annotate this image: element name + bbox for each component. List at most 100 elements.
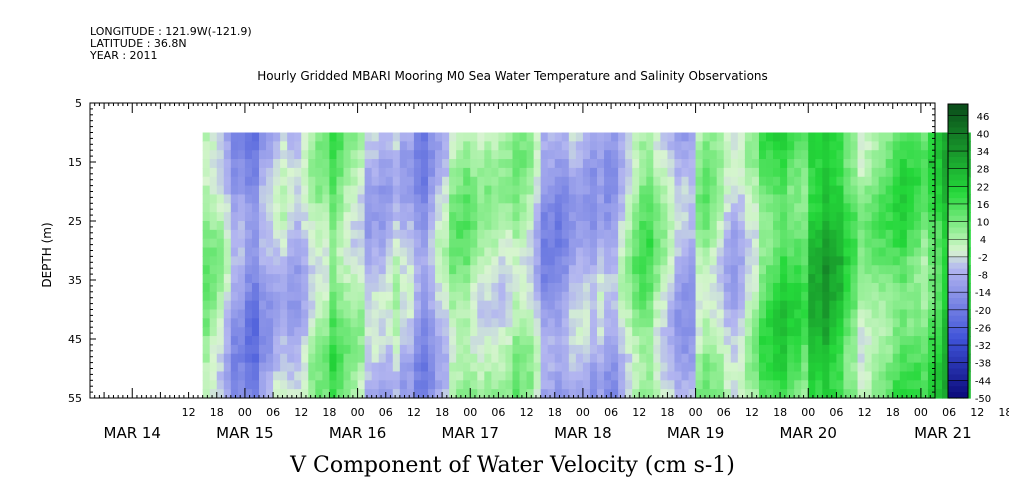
heatmap-cell <box>787 247 795 257</box>
heatmap-cell <box>491 282 500 293</box>
heatmap-cell <box>540 309 549 319</box>
heatmap-cell <box>653 212 661 222</box>
heatmap-cell <box>533 327 542 337</box>
heatmap-cell <box>329 221 338 231</box>
heatmap-cell <box>639 221 647 231</box>
heatmap-cell <box>385 362 394 373</box>
heatmap-cell <box>632 318 640 328</box>
heatmap-cell <box>484 247 492 257</box>
heatmap-cell <box>618 274 626 284</box>
heatmap-cell <box>554 291 563 302</box>
heatmap-cell <box>935 282 943 293</box>
heatmap-cell <box>899 282 908 293</box>
heatmap-cell <box>399 238 408 249</box>
heatmap-cell <box>885 362 894 373</box>
heatmap-cell <box>744 282 753 293</box>
heatmap-cell <box>878 203 887 213</box>
heatmap-cell <box>674 203 683 213</box>
heatmap-cell <box>209 389 218 399</box>
heatmap-cell <box>350 371 359 381</box>
heatmap-cell <box>646 282 654 293</box>
heatmap-cell <box>829 247 838 257</box>
heatmap-cell <box>787 238 795 249</box>
heatmap-cell <box>618 132 626 142</box>
heatmap-cell <box>794 291 802 302</box>
heatmap-cell <box>420 238 429 249</box>
heatmap-cell <box>420 167 429 178</box>
heatmap-cell <box>597 203 605 213</box>
heatmap-cell <box>815 282 823 293</box>
heatmap-cell <box>568 265 577 275</box>
heatmap-cell <box>709 309 718 319</box>
heatmap-cell <box>280 229 288 240</box>
heatmap-cell <box>857 389 866 399</box>
heatmap-cell <box>667 150 676 160</box>
heatmap-cell <box>463 256 471 266</box>
heatmap-cell <box>223 167 232 178</box>
heatmap-cell <box>512 336 521 346</box>
heatmap-cell <box>315 150 323 160</box>
heatmap-cell <box>519 318 528 328</box>
heatmap-cell <box>420 344 429 355</box>
x-hour-label: 12 <box>632 406 646 419</box>
heatmap-cell <box>942 282 950 293</box>
heatmap-cell <box>251 318 260 328</box>
heatmap-cell <box>230 362 239 373</box>
heatmap-cell <box>237 282 246 293</box>
heatmap-cell <box>716 221 725 231</box>
heatmap-cell <box>892 212 901 222</box>
heatmap-cell <box>533 389 542 399</box>
heatmap-cell <box>822 371 830 381</box>
heatmap-cell <box>237 389 246 399</box>
heatmap-cell <box>935 309 943 319</box>
heatmap-cell <box>519 327 528 337</box>
heatmap-cell <box>674 167 683 178</box>
heatmap-cell <box>413 309 422 319</box>
heatmap-cell <box>604 212 612 222</box>
heatmap-cell <box>716 229 725 240</box>
heatmap-cell <box>554 300 563 311</box>
heatmap-cell <box>230 141 239 151</box>
heatmap-cell <box>399 194 408 204</box>
heatmap-cell <box>794 371 802 381</box>
heatmap-cell <box>730 336 739 346</box>
heatmap-cell <box>751 282 760 293</box>
heatmap-cell <box>364 221 373 231</box>
heatmap-cell <box>751 309 760 319</box>
heatmap-cell <box>604 291 612 302</box>
heatmap-cell <box>413 380 422 390</box>
heatmap-cell <box>695 221 704 231</box>
heatmap-cell <box>801 167 809 178</box>
heatmap-cell <box>547 336 556 346</box>
heatmap-cell <box>561 185 570 196</box>
heatmap-cell <box>653 344 661 355</box>
heatmap-cell <box>477 141 485 151</box>
heatmap-cell <box>251 353 260 364</box>
heatmap-cell <box>589 150 598 160</box>
heatmap-cell <box>259 274 267 284</box>
heatmap-cell <box>913 256 922 266</box>
heatmap-cell <box>463 309 471 319</box>
heatmap-cell <box>667 318 676 328</box>
heatmap-cell <box>428 159 436 169</box>
heatmap-cell <box>871 150 880 160</box>
heatmap-cell <box>787 265 795 275</box>
heatmap-cell <box>540 256 549 266</box>
heatmap-cell <box>280 221 288 231</box>
heatmap-cell <box>470 380 478 390</box>
heatmap-cell <box>758 362 767 373</box>
heatmap-cell <box>273 212 281 222</box>
heatmap-cell <box>808 247 816 257</box>
heatmap-cell <box>568 247 577 257</box>
heatmap-cell <box>568 229 577 240</box>
heatmap-cell <box>885 300 894 311</box>
heatmap-cell <box>920 344 929 355</box>
heatmap-cell <box>491 247 500 257</box>
heatmap-cell <box>456 327 464 337</box>
heatmap-cell <box>223 194 232 204</box>
heatmap-cell <box>392 141 401 151</box>
heatmap-cell <box>259 221 267 231</box>
heatmap-cell <box>850 318 859 328</box>
heatmap-cell <box>737 282 746 293</box>
heatmap-cell <box>794 256 802 266</box>
